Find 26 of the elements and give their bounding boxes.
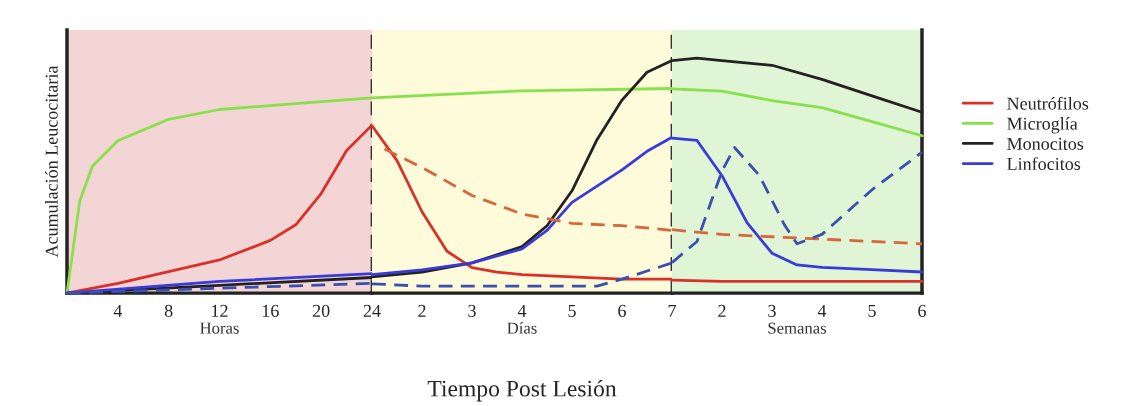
legend-label: Microglía (1007, 117, 1078, 134)
x-tick-label: 6 (618, 304, 626, 317)
x-tick-label: 24 (363, 304, 381, 317)
x-axis-title: Horas (200, 322, 239, 334)
x-tick-label: 3 (768, 304, 776, 317)
legend-label: Monocitos (1007, 137, 1084, 150)
x-tick-label: 4 (113, 304, 123, 317)
legend-label: Neutrófilos (1007, 96, 1089, 110)
legend-label: Linfocitos (1007, 157, 1081, 171)
x-axis-title: Días (507, 321, 537, 334)
x-tick-label: 2 (418, 304, 426, 317)
x-tick-label: 6 (918, 304, 926, 317)
x-tick-label: 5 (868, 304, 876, 317)
x-tick-label: 12 (212, 304, 228, 317)
x-tick-label: 4 (517, 304, 527, 317)
x-tick-label: 5 (568, 304, 576, 317)
x-tick-label: 7 (668, 304, 676, 317)
x-tick-label: 8 (164, 304, 173, 317)
text: Tiempo Post Lesión (427, 379, 617, 402)
x-tick-label: 4 (817, 304, 827, 317)
x-tick-label: 16 (262, 304, 279, 317)
x-tick-label: 2 (718, 304, 726, 317)
x-tick-label: 3 (468, 304, 476, 317)
x-tick-label: 20 (312, 304, 330, 317)
x-axis-title: Semanas (768, 322, 827, 334)
y-axis-title: Acumulación Leucocitaria (45, 65, 58, 258)
